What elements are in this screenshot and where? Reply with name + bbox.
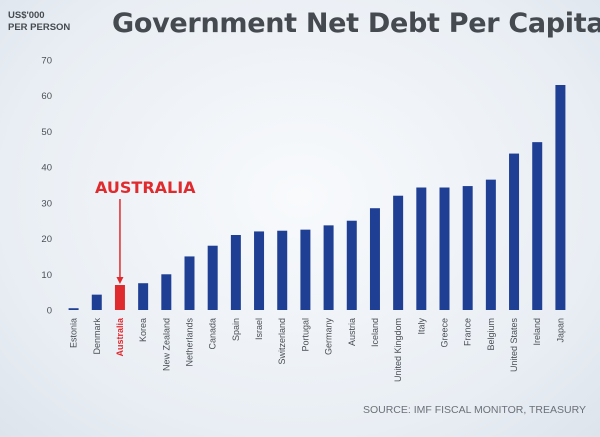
bar-australia: [114, 285, 125, 310]
x-tick-label: United Kingdom: [393, 318, 403, 382]
bar-japan: [555, 85, 566, 310]
x-tick-label: Israel: [254, 318, 264, 340]
bar-portugal: [300, 229, 311, 310]
bar-united-kingdom: [393, 195, 404, 310]
x-tick-label: Australia: [115, 317, 125, 357]
bar-austria: [346, 220, 357, 310]
x-tick-label: Denmark: [92, 318, 102, 355]
x-tick-label: France: [463, 318, 473, 346]
bar-denmark: [91, 294, 102, 310]
x-tick-label: Germany: [324, 318, 334, 356]
bar-korea: [138, 283, 149, 310]
x-tick-label: Austria: [347, 318, 357, 346]
x-tick-label: New Zealand: [161, 318, 171, 371]
y-tick-label: 30: [41, 198, 52, 209]
x-tick-label: Japan: [555, 318, 565, 343]
bar-switzerland: [277, 230, 288, 310]
source-note: SOURCE: IMF FISCAL MONITOR, TREASURY: [362, 404, 586, 416]
bar-israel: [254, 231, 265, 310]
y-tick-label: 70: [41, 56, 52, 67]
y-tick-label: 20: [41, 234, 52, 245]
x-tick-label: Korea: [138, 318, 148, 342]
y-axis-unit-label: US$'000 PER PERSON: [8, 10, 70, 34]
bar-spain: [230, 235, 241, 310]
x-tick-label: Ireland: [532, 318, 542, 346]
x-tick-label: Canada: [208, 318, 218, 350]
unit-line-2: PER PERSON: [8, 22, 71, 33]
x-tick-label: Belgium: [486, 318, 496, 351]
bar-italy: [416, 187, 427, 310]
y-tick-label: 0: [47, 306, 52, 317]
x-tick-label: Greece: [440, 318, 450, 348]
y-tick-label: 10: [41, 270, 52, 281]
bar-united-states: [509, 153, 520, 310]
bar-ireland: [532, 142, 543, 310]
x-tick-label: Switzerland: [277, 318, 287, 365]
x-tick-label: Estonia: [69, 318, 79, 348]
y-tick-label: 50: [41, 127, 52, 138]
bar-germany: [323, 225, 334, 310]
unit-line-1: US$'000: [8, 10, 45, 21]
bar-canada: [207, 245, 218, 310]
x-tick-label: Portugal: [300, 318, 310, 352]
x-tick-label: Iceland: [370, 318, 380, 347]
bar-france: [462, 186, 473, 310]
x-axis-labels: Estonia Denmark Australia Korea New Zealand N…: [69, 317, 566, 382]
bar-belgium: [485, 179, 496, 310]
bars: [68, 85, 566, 310]
y-tick-label: 40: [41, 163, 52, 174]
bar-estonia: [68, 308, 79, 310]
x-tick-label: Spain: [231, 318, 241, 341]
chart-title: Government Net Debt Per Capita: [112, 8, 600, 39]
x-tick-label: United States: [509, 318, 519, 373]
bar-new-zealand: [161, 274, 172, 310]
australia-callout: AUSTRALIA: [95, 178, 196, 197]
bar-netherlands: [184, 256, 195, 310]
x-tick-label: Netherlands: [185, 318, 195, 367]
x-tick-label: Italy: [416, 318, 426, 335]
y-axis-ticks: 0 10 20 30 40 50 60 70: [41, 56, 52, 317]
bar-iceland: [369, 208, 380, 310]
bar-greece: [439, 187, 450, 310]
callout-arrow-head: [116, 277, 124, 284]
y-tick-label: 60: [41, 91, 52, 102]
